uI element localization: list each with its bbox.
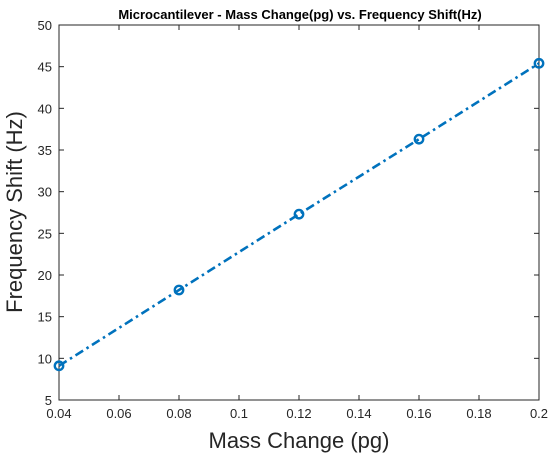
series-line [58, 62, 540, 367]
x-tick-label: 0.12 [286, 406, 311, 421]
y-tick-label: 40 [38, 101, 52, 116]
x-tick-label: 0.2 [530, 406, 548, 421]
x-tick-label: 0.04 [46, 406, 71, 421]
data-series [53, 57, 545, 372]
x-tick-label: 0.14 [346, 406, 371, 421]
x-tick-label: 0.06 [106, 406, 131, 421]
axis-ticks: 0.04 0.06 0.08 0.1 0.12 0.14 0.16 0.18 0.2 5 10 15 2… [38, 18, 549, 421]
data-point [533, 57, 545, 69]
data-point [293, 208, 305, 220]
x-axis-label: Mass Change (pg) [209, 428, 390, 453]
chart-title: Microcantilever - Mass Change(pg) vs. Fr… [118, 7, 481, 22]
y-axis-label: Frequency Shift (Hz) [2, 111, 27, 313]
y-tick-label: 35 [38, 143, 52, 158]
y-tick-label: 5 [45, 393, 52, 408]
plot-area [58, 24, 540, 401]
x-tick-label: 0.16 [406, 406, 431, 421]
x-tick-label: 0.1 [230, 406, 248, 421]
y-tick-label: 10 [38, 351, 52, 366]
y-tick-label: 20 [38, 268, 52, 283]
y-tick-label: 45 [38, 60, 52, 75]
x-tick-label: 0.18 [466, 406, 491, 421]
data-point [53, 360, 65, 372]
data-point [173, 284, 185, 296]
y-tick-label: 50 [38, 18, 52, 33]
y-tick-label: 30 [38, 185, 52, 200]
y-tick-label: 25 [38, 226, 52, 241]
x-tick-label: 0.08 [166, 406, 191, 421]
y-tick-label: 15 [38, 310, 52, 325]
data-point [413, 133, 425, 145]
